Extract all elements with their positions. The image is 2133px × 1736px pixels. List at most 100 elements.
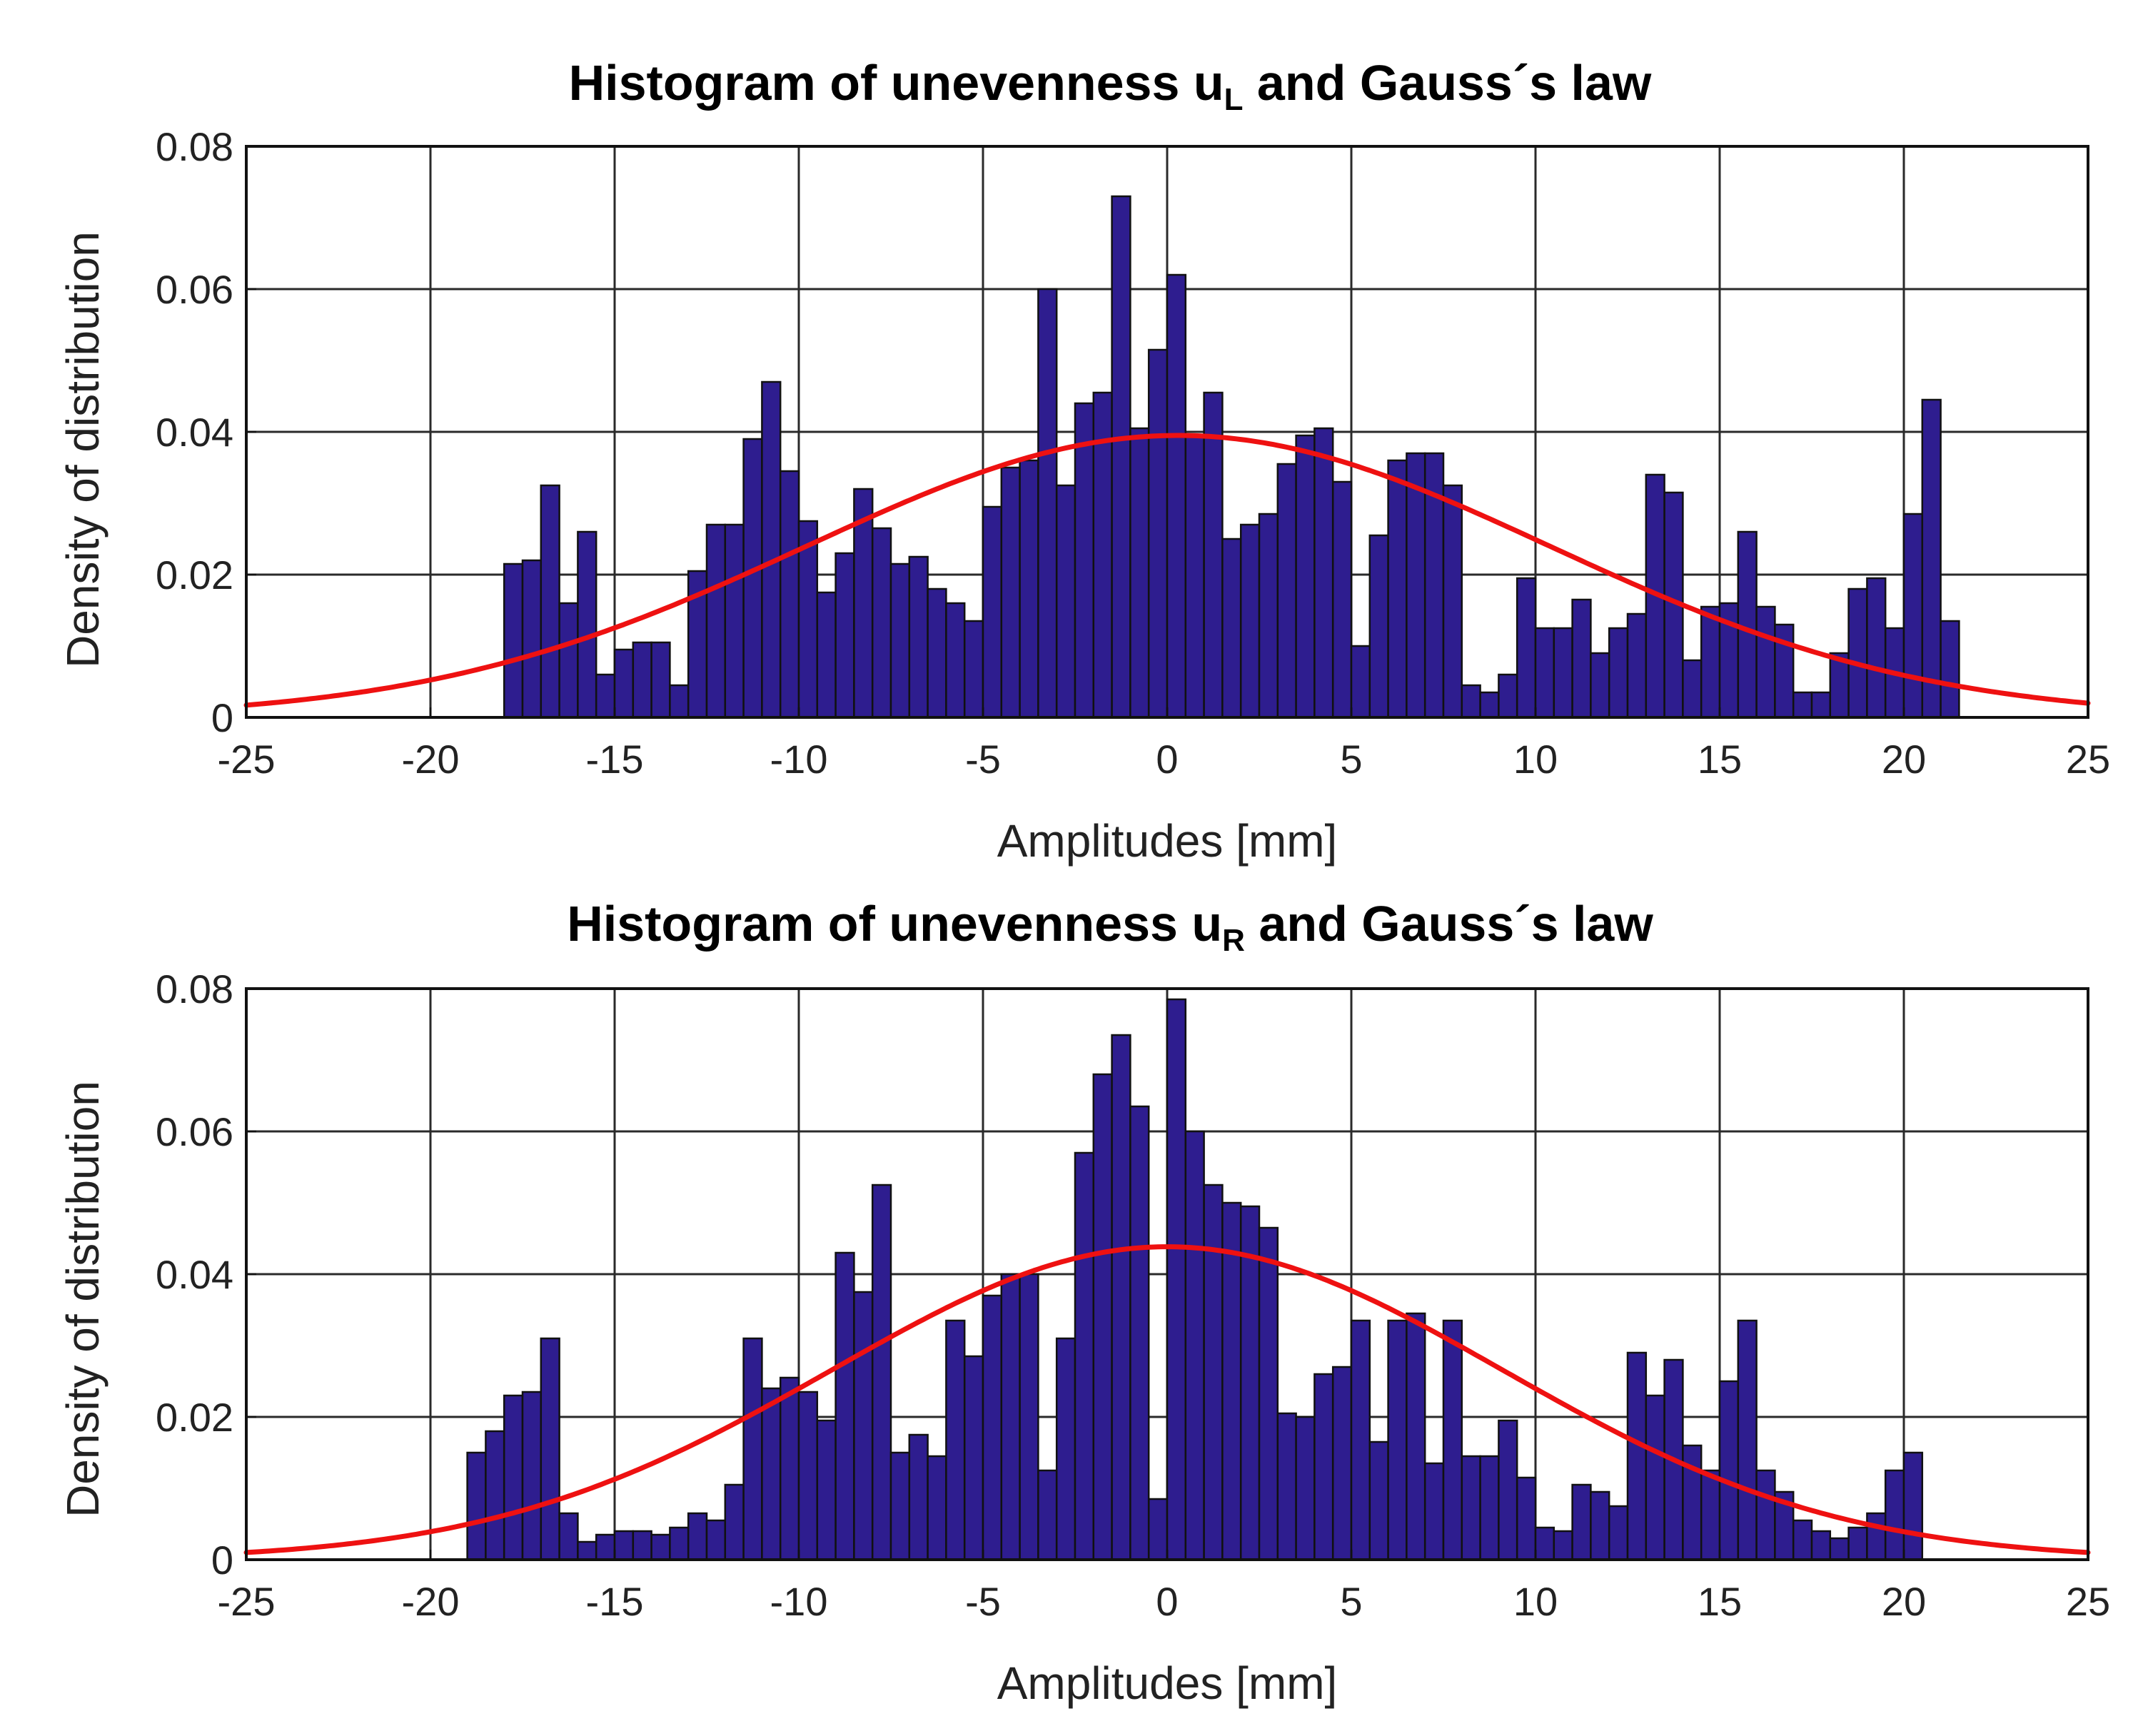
- chart-bottom-bar: [1092, 1073, 1113, 1561]
- chart-top-x-tick-label: 25: [2066, 737, 2110, 782]
- chart-bottom-bar: [1276, 1412, 1297, 1561]
- chart-bottom-bar: [945, 1319, 966, 1561]
- chart-bottom-bar: [1626, 1351, 1648, 1561]
- chart-top-bar: [1682, 659, 1703, 719]
- chart-top-bar: [908, 555, 929, 719]
- chart-bottom-bar: [1313, 1373, 1334, 1561]
- chart-top-bar: [1019, 459, 1039, 719]
- chart-bottom-bar: [1406, 1312, 1426, 1561]
- chart-top-x-tick-label: -5: [965, 737, 1001, 782]
- chart-top-bar: [1221, 538, 1242, 719]
- chart-bottom-x-tick-label: 5: [1340, 1579, 1362, 1624]
- chart-bottom-x-label: Amplitudes [mm]: [997, 1657, 1338, 1709]
- chart-top-bar: [927, 587, 947, 719]
- chart-top-bar: [889, 562, 911, 719]
- chart-bottom-bar: [1055, 1337, 1076, 1561]
- chart-bottom-x-tick-label: -20: [402, 1579, 460, 1624]
- chart-top-bar: [613, 648, 635, 719]
- chart-bottom-bar: [1258, 1226, 1279, 1561]
- chart-bottom-bar: [1442, 1319, 1463, 1561]
- chart-bottom-bar: [908, 1433, 929, 1561]
- chart-top-bar: [1239, 523, 1261, 719]
- chart-bottom-bar: [1571, 1483, 1592, 1561]
- chart-bottom-bar: [705, 1519, 727, 1561]
- chart-top-bars: [503, 195, 1960, 719]
- chart-bottom-x-tick-label: 25: [2066, 1579, 2110, 1624]
- chart-bottom-bar: [779, 1376, 800, 1561]
- chart-top-bar: [724, 523, 745, 719]
- chart-bottom-bar: [1387, 1319, 1408, 1561]
- chart-top-bar: [1166, 273, 1187, 719]
- chart-top-bar: [945, 602, 966, 719]
- chart-top-bar: [1295, 434, 1316, 719]
- chart-bottom-bar: [503, 1394, 524, 1561]
- chart-bottom-bar: [889, 1451, 911, 1561]
- chart-top-bar: [1590, 652, 1610, 719]
- chart-bottom-bar: [1755, 1469, 1776, 1561]
- chart-bottom-bar: [1461, 1455, 1481, 1561]
- chart-top-x-tick-label: -10: [770, 737, 828, 782]
- chart-top-x-tick-label: 5: [1340, 737, 1362, 782]
- chart-bottom-bar: [1203, 1184, 1224, 1561]
- chart-top-x-label: Amplitudes [mm]: [997, 815, 1338, 867]
- chart-bottom-x-tick-label: -10: [770, 1579, 828, 1624]
- chart-bottom-bar: [853, 1291, 874, 1561]
- chart-bottom-bar: [540, 1337, 560, 1561]
- chart-bottom-bar: [1331, 1366, 1353, 1561]
- chart-top-bar: [1129, 427, 1150, 719]
- chart-top-bar: [1498, 673, 1518, 719]
- chart-top-x-ticks: -25 -20 -15 -10 -5 0 5 10 15 20 25: [218, 707, 2110, 782]
- chart-bottom-bar: [982, 1294, 1003, 1561]
- chart-top-bar: [1184, 434, 1205, 719]
- chart-top-x-tick-label: 0: [1156, 737, 1178, 782]
- chart-top-bar: [982, 505, 1003, 719]
- chart-bottom-bar: [1516, 1476, 1537, 1561]
- chart-bottom-bar: [1553, 1530, 1573, 1561]
- chart-bottom-bar: [1645, 1394, 1665, 1561]
- chart-top-bar: [1258, 513, 1279, 719]
- chart-bottom-y-tick-label: 0.06: [156, 1109, 233, 1154]
- chart-bottom-bar: [1884, 1469, 1905, 1561]
- chart-top-bar: [1847, 587, 1868, 719]
- chart-top-bar: [632, 641, 652, 719]
- chart-top-bar: [1461, 684, 1481, 719]
- chart-bottom-gauss-curve: [243, 1244, 2091, 1555]
- chart-top-y-tick-label: 0: [211, 695, 233, 740]
- chart-bottom-x-tick-label: 15: [1698, 1579, 1742, 1624]
- chart-top-y-tick-label: 0.04: [156, 410, 233, 455]
- chart-top-gauss-curve: [243, 433, 2091, 708]
- chart-bottom-title: Histogram of unevenness uR and Gauss´s l…: [567, 896, 1653, 958]
- chart-bottom-bar: [1498, 1419, 1518, 1561]
- chart-bottom-y-label: Density of distribution: [57, 1081, 109, 1518]
- chart-bottom-bar: [1718, 1380, 1740, 1561]
- chart-top-bar: [1516, 577, 1537, 719]
- chart-top: Histogram of unevenness uL and Gauss´s l…: [57, 55, 2110, 867]
- chart-bottom-bar: [871, 1184, 892, 1561]
- chart-top-bar: [1792, 691, 1813, 719]
- chart-top-bar: [558, 602, 579, 719]
- chart-bottom-bar: [1847, 1526, 1868, 1561]
- chart-bottom-bar: [1792, 1519, 1813, 1561]
- chart-bottom-bar: [558, 1512, 579, 1561]
- chart-top-bar: [834, 552, 855, 719]
- chart-bottom-bar: [1737, 1319, 1758, 1561]
- chart-bottom-bar: [1019, 1273, 1039, 1561]
- chart-top-y-label: Density of distribution: [57, 231, 109, 668]
- chart-bottom-bar: [1166, 998, 1187, 1561]
- chart-top-y-tick-label: 0.06: [156, 267, 233, 312]
- chart-top-bar: [1534, 627, 1555, 719]
- chart-bottom-y-ticks: 0 0.02 0.04 0.06 0.08: [156, 967, 256, 1583]
- chart-top-bar: [1276, 463, 1297, 719]
- chart-bottom-bar: [1074, 1151, 1095, 1561]
- chart-bottom-x-tick-label: -15: [586, 1579, 644, 1624]
- chart-bottom-bar: [613, 1530, 635, 1561]
- chart-top-bar: [1147, 348, 1169, 719]
- chart-top-bar: [1810, 691, 1832, 719]
- chart-bottom-bars: [466, 998, 1924, 1561]
- chart-top-bar: [1203, 391, 1224, 719]
- chart-bottom-bar: [724, 1483, 745, 1561]
- chart-top-bar: [503, 562, 524, 719]
- chart-bottom-x-tick-label: 0: [1156, 1579, 1178, 1624]
- chart-top-title: Histogram of unevenness uL and Gauss´s l…: [569, 55, 1652, 117]
